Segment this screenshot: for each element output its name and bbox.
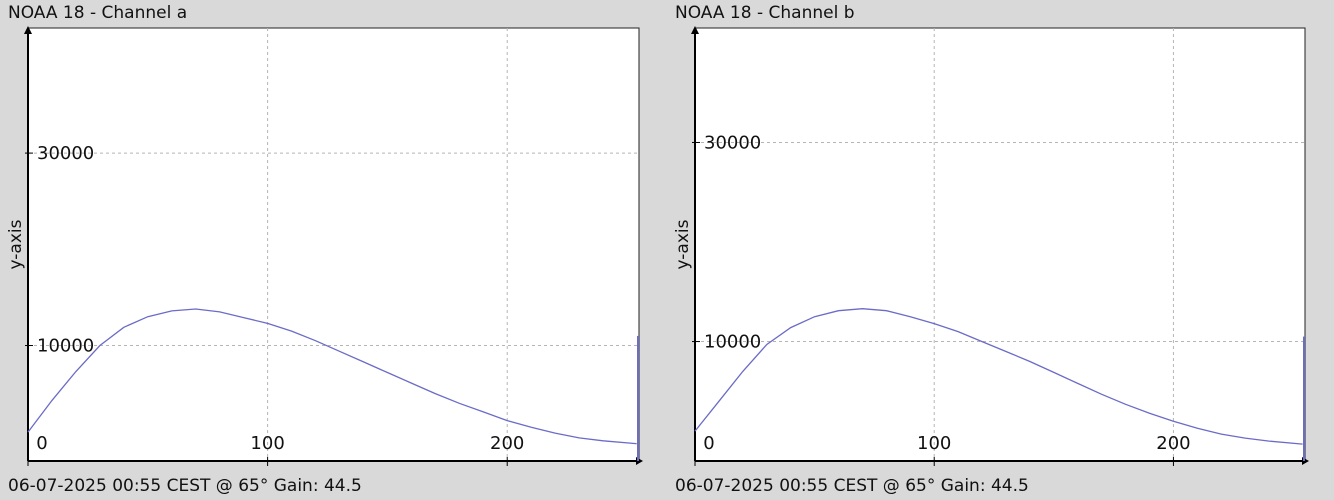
y-axis-label: y-axis xyxy=(673,219,693,269)
chart-panel-b: NOAA 18 - Channel b 0 100 200 10000 30000 y-a… xyxy=(667,0,1334,500)
y-tick-label: 10000 xyxy=(704,332,761,353)
series-line xyxy=(694,308,1303,445)
panel-footer: 06-07-2025 00:55 CEST @ 65° Gain: 44.5 xyxy=(8,476,362,496)
plot-area xyxy=(27,27,640,462)
x-tick-label: 100 xyxy=(250,433,284,454)
y-tick-label: 10000 xyxy=(37,336,94,357)
series-line xyxy=(27,308,637,445)
x-tick-label: 0 xyxy=(36,433,47,454)
panel-title: NOAA 18 - Channel a xyxy=(8,3,188,23)
x-tick-label: 200 xyxy=(1156,433,1190,454)
panel-title: NOAA 18 - Channel b xyxy=(675,3,855,23)
chart-b: 0 100 200 10000 30000 y-axis xyxy=(673,26,1309,466)
x-tick-label: 0 xyxy=(703,433,714,454)
y-axis-label: y-axis xyxy=(6,219,26,269)
plot-area xyxy=(694,27,1306,462)
y-axis-arrow xyxy=(691,26,699,34)
chart-panel-a: NOAA 18 - Channel a 0 100 200 10000 30000 y-a… xyxy=(6,3,643,496)
y-tick-label: 30000 xyxy=(37,143,94,164)
x-tick-label: 100 xyxy=(917,433,951,454)
x-tick-label: 200 xyxy=(490,433,524,454)
chart-a: 0 100 200 10000 30000 y-axis xyxy=(6,26,643,466)
y-axis-arrow xyxy=(24,26,32,34)
panel-footer: 06-07-2025 00:55 CEST @ 65° Gain: 44.5 xyxy=(675,476,1029,496)
y-tick-label: 30000 xyxy=(704,132,761,153)
